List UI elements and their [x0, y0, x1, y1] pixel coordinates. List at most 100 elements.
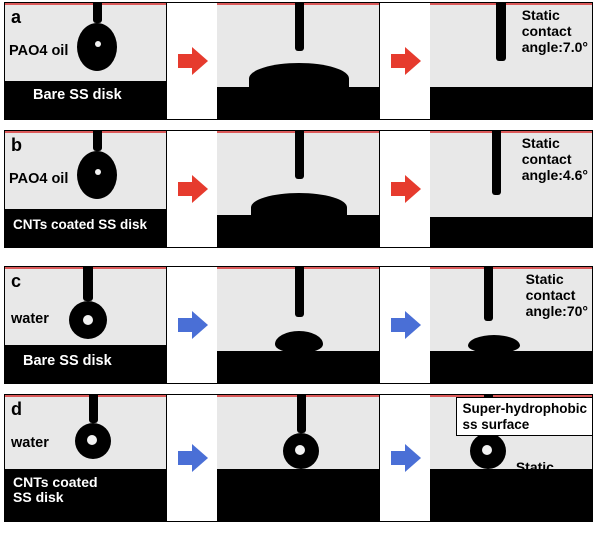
needle	[492, 131, 501, 195]
panel-letter: d	[11, 399, 22, 420]
droplet-highlight	[87, 435, 97, 445]
top-rule	[430, 131, 592, 133]
surface	[430, 219, 592, 247]
row-c: c water Bare SS disk Static contact angl…	[4, 266, 593, 384]
surface	[217, 215, 378, 247]
top-rule	[430, 267, 592, 269]
angle-line: contact	[516, 475, 586, 491]
liquid-label: PAO4 oil	[9, 171, 68, 187]
needle	[484, 267, 493, 321]
droplet-highlight	[95, 41, 101, 47]
needle	[297, 395, 306, 433]
arrow-d1	[167, 395, 217, 521]
angle-line: contact	[522, 23, 588, 39]
contact-angle-text: Static contact angle:70°	[526, 271, 588, 319]
pendant-drop	[77, 23, 117, 71]
spreading-drop	[251, 193, 347, 217]
panel-d2	[217, 395, 379, 521]
disk-label: Bare SS disk	[33, 87, 122, 103]
callout-box: Super-hydrophobic ss surface	[456, 397, 593, 436]
panel-letter: a	[11, 7, 21, 28]
angle-line: angle:160°	[516, 491, 586, 507]
angle-line: Static	[522, 7, 588, 23]
water-bead	[75, 423, 111, 459]
surface	[217, 351, 378, 383]
water-bead	[283, 433, 319, 469]
top-rule	[5, 131, 166, 133]
surface	[217, 469, 378, 521]
liquid-label: PAO4 oil	[9, 43, 68, 59]
right-arrow-icon	[391, 47, 419, 75]
right-arrow-icon	[178, 311, 206, 339]
surface	[430, 351, 592, 383]
arrow-b1	[167, 131, 217, 247]
needle	[93, 131, 102, 151]
panel-a1: a PAO4 oil Bare SS disk	[5, 3, 167, 119]
surface: CNTs coated SS disk	[5, 209, 166, 247]
surface	[430, 91, 592, 119]
liquid-label: water	[11, 311, 49, 327]
sessile-drop	[275, 331, 323, 353]
arrow-b2	[380, 131, 430, 247]
right-arrow-icon	[178, 175, 206, 203]
row-a: a PAO4 oil Bare SS disk Static contact a…	[4, 2, 593, 120]
panel-c1: c water Bare SS disk	[5, 267, 167, 383]
needle	[295, 131, 304, 179]
needle	[89, 395, 98, 423]
angle-line: angle:7.0°	[522, 39, 588, 55]
droplet-highlight	[83, 315, 93, 325]
angle-line: Static	[516, 459, 586, 475]
arrow-c1	[167, 267, 217, 383]
contact-angle-text: Static contact angle:7.0°	[522, 7, 588, 55]
needle	[295, 3, 304, 51]
disk-label: Bare SS disk	[23, 353, 112, 369]
angle-line: angle:70°	[526, 303, 588, 319]
needle	[295, 267, 304, 317]
panel-c2	[217, 267, 379, 383]
right-arrow-icon	[391, 444, 419, 472]
row-d: d water CNTs coated SS disk Super-hydrop…	[4, 394, 593, 522]
panel-b1: b PAO4 oil CNTs coated SS disk	[5, 131, 167, 247]
panel-d3: Super-hydrophobic ss surface Static cont…	[430, 395, 592, 521]
angle-line: contact	[526, 287, 588, 303]
top-rule	[430, 3, 592, 5]
angle-line: Static	[522, 135, 588, 151]
pendant-drop	[77, 151, 117, 199]
contact-angle-text: Static contact angle:160°	[516, 459, 586, 507]
liquid-label: water	[11, 435, 49, 451]
needle	[83, 267, 93, 301]
disk-label: CNTs coated SS disk	[13, 217, 147, 232]
panel-a3: Static contact angle:7.0°	[430, 3, 592, 119]
arrow-d2	[380, 395, 430, 521]
panel-b2	[217, 131, 379, 247]
panel-letter: b	[11, 135, 22, 156]
angle-line: contact	[522, 151, 588, 167]
panel-a2	[217, 3, 379, 119]
arrow-c2	[380, 267, 430, 383]
needle	[496, 3, 506, 61]
needle	[93, 3, 102, 23]
water-bead	[69, 301, 107, 339]
spreading-drop	[249, 63, 349, 89]
droplet-highlight	[482, 445, 492, 455]
arrow-a1	[167, 3, 217, 119]
surface: CNTs coated SS disk	[5, 469, 166, 521]
top-rule	[5, 395, 166, 397]
disk-label: CNTs coated SS disk	[13, 475, 98, 506]
right-arrow-icon	[178, 47, 206, 75]
angle-line: angle:4.6°	[522, 167, 588, 183]
arrow-a2	[380, 3, 430, 119]
panel-d1: d water CNTs coated SS disk	[5, 395, 167, 521]
panel-letter: c	[11, 271, 21, 292]
droplet-highlight	[95, 169, 101, 175]
right-arrow-icon	[391, 175, 419, 203]
surface: Bare SS disk	[5, 345, 166, 383]
top-rule	[5, 3, 166, 5]
contact-angle-text: Static contact angle:4.6°	[522, 135, 588, 183]
right-arrow-icon	[391, 311, 419, 339]
droplet-highlight	[295, 445, 305, 455]
panel-c3: Static contact angle:70°	[430, 267, 592, 383]
angle-line: Static	[526, 271, 588, 287]
panel-b3: Static contact angle:4.6°	[430, 131, 592, 247]
row-b: b PAO4 oil CNTs coated SS disk Static co…	[4, 130, 593, 248]
